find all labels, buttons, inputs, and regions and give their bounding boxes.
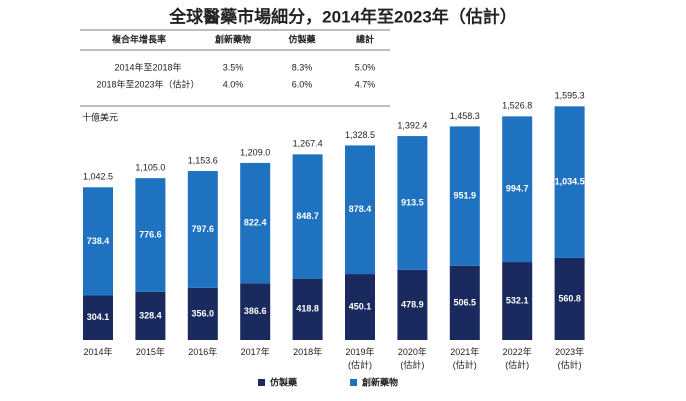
table-cell: 4.0% (223, 79, 244, 89)
bar-segment (240, 162, 271, 284)
bar-segment (83, 295, 113, 340)
table-header: 總計 (356, 33, 374, 44)
value-label: 560.8 (558, 293, 581, 303)
x-tick-label: 2023年 (估計) (555, 347, 585, 370)
value-label: 1,034.5 (555, 176, 585, 186)
bar-segment (240, 283, 271, 340)
x-tick-label: 2020年 (估計) (397, 347, 427, 370)
table-cell: 2018年至2023年（估計） (96, 78, 199, 89)
x-tick-label: 2015年 (135, 347, 165, 357)
x-tick-label: 2021年 (估計) (450, 347, 480, 370)
table-header: 創新藥物 (214, 33, 251, 44)
table-cell: 6.0% (292, 79, 313, 89)
bar-segment (292, 154, 323, 279)
value-label: 848.7 (296, 211, 319, 221)
bar-segment (449, 265, 480, 340)
bar-segment (345, 145, 375, 275)
table-cell: 5.0% (355, 62, 376, 72)
table-cell: 8.3% (292, 62, 313, 72)
value-label: 532.1 (506, 295, 529, 305)
total-label: 1,328.5 (345, 130, 375, 140)
legend-swatch (350, 379, 357, 386)
total-label: 1,153.6 (188, 155, 218, 165)
bar-segment (397, 136, 428, 270)
total-label: 1,267.4 (293, 139, 323, 149)
total-label: 1,526.8 (502, 101, 532, 111)
value-label: 328.4 (139, 310, 162, 320)
bar-segment (345, 274, 375, 340)
value-label: 822.4 (244, 218, 267, 228)
x-tick-label: 2022年 (估計) (502, 347, 532, 370)
total-label: 1,105.0 (135, 163, 165, 173)
value-label: 797.6 (192, 224, 215, 234)
value-label: 776.6 (139, 229, 162, 239)
bar-segment (397, 269, 428, 340)
value-label: 878.4 (349, 204, 372, 214)
total-label: 1,392.4 (397, 120, 427, 130)
total-label: 1,595.3 (555, 91, 585, 101)
bar-segment (187, 287, 218, 340)
value-label: 951.9 (454, 190, 477, 200)
value-label: 418.8 (296, 304, 319, 314)
bar-segment (449, 126, 480, 266)
total-label: 1,042.5 (83, 172, 113, 182)
total-label: 1,458.3 (450, 111, 480, 121)
x-tick-label: 2016年 (188, 347, 218, 357)
value-label: 506.5 (454, 297, 477, 307)
bar-segment (83, 187, 113, 296)
bar-segment (187, 171, 218, 288)
x-tick-label: 2019年 (估計) (345, 347, 375, 370)
x-tick-label: 2014年 (83, 347, 113, 357)
value-label: 356.0 (192, 308, 215, 318)
legend-label: 創新藥物 (361, 376, 398, 387)
bar-segment (554, 106, 585, 258)
value-label: 738.4 (87, 236, 110, 246)
bar-segment (292, 278, 323, 340)
bar-segment (502, 262, 533, 340)
bar-segment (135, 178, 166, 292)
value-label: 304.1 (87, 312, 110, 322)
table-cell: 4.7% (355, 79, 376, 89)
table-cell: 2014年至2018年 (114, 61, 181, 72)
x-tick-label: 2017年 (240, 347, 270, 357)
table-cell: 3.5% (223, 62, 244, 72)
value-label: 994.7 (506, 184, 529, 194)
legend-label: 仿製藥 (270, 376, 298, 387)
table-header: 仿製藥 (288, 33, 316, 44)
total-label: 1,209.0 (240, 147, 270, 157)
table-header: 複合年增長率 (111, 33, 166, 44)
value-label: 450.1 (349, 301, 372, 311)
value-label: 478.9 (401, 299, 424, 309)
value-label: 913.5 (401, 197, 424, 207)
unit-label: 十億美元 (82, 111, 118, 122)
legend-swatch (258, 379, 265, 386)
bar-segment (135, 291, 166, 340)
chart-title: 全球醫藥市場細分，2014年至2023年（估計） (168, 6, 517, 26)
x-tick-label: 2018年 (293, 347, 323, 357)
bar-segment (502, 116, 533, 263)
value-label: 386.6 (244, 306, 267, 316)
bar-segment (554, 257, 585, 340)
